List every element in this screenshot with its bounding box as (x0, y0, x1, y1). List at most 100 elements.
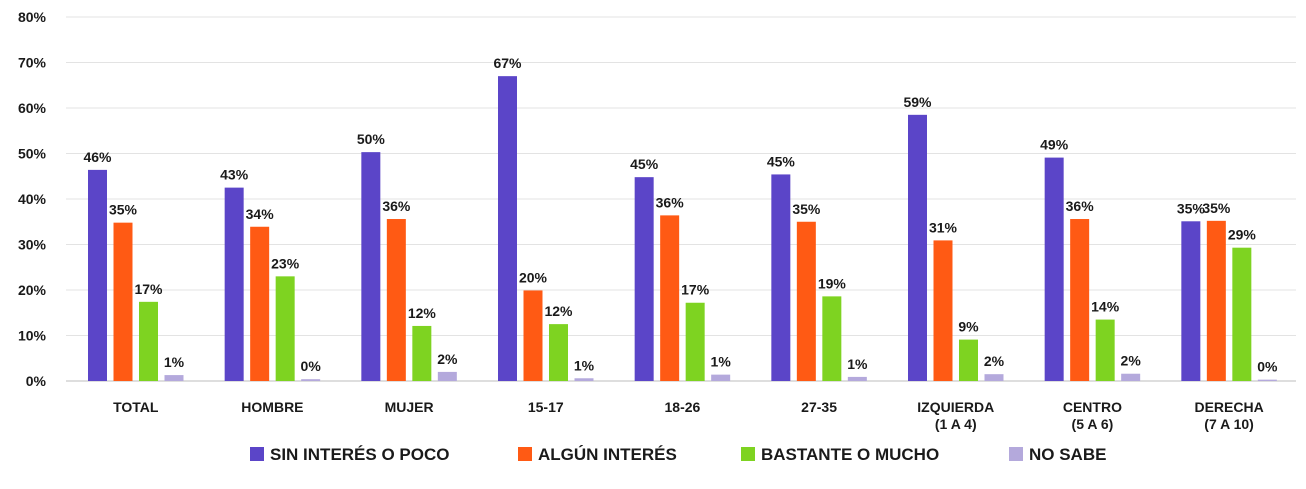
legend: SIN INTERÉS O POCO ALGÚN INTERÉS BASTANTE … (250, 445, 1106, 464)
data-label: 1% (164, 354, 185, 370)
data-label: 50% (357, 131, 386, 147)
data-label: 34% (246, 206, 275, 222)
bar (908, 114, 927, 381)
data-label: 23% (271, 255, 300, 271)
x-tick-label: 15-17 (528, 399, 564, 415)
legend-label: SIN INTERÉS O POCO (270, 445, 449, 464)
bar (1232, 247, 1252, 381)
x-tick-label: TOTAL (113, 399, 159, 415)
legend-swatch (741, 447, 755, 461)
bar (523, 290, 543, 381)
data-label: 1% (711, 354, 732, 370)
bars (88, 76, 1277, 382)
bar (139, 301, 158, 381)
data-label: 29% (1228, 227, 1257, 243)
data-label: 0% (1257, 359, 1278, 375)
data-label: 12% (544, 303, 573, 319)
bar (1095, 319, 1115, 381)
data-label: 31% (929, 219, 958, 235)
bar (685, 302, 705, 381)
bar (164, 375, 184, 381)
bar (386, 219, 406, 381)
x-tick-label: MUJER (385, 399, 434, 415)
bar (1070, 219, 1090, 381)
y-tick-label: 50% (18, 146, 47, 162)
data-label: 12% (408, 305, 437, 321)
data-label: 36% (382, 198, 411, 214)
legend-swatch (250, 447, 264, 461)
x-tick-label: 18-26 (665, 399, 701, 415)
bar (711, 374, 731, 381)
bar (412, 325, 432, 381)
legend-label: ALGÚN INTERÉS (538, 445, 677, 464)
data-label: 14% (1091, 299, 1120, 315)
bar (1257, 379, 1277, 381)
bar (275, 276, 295, 381)
x-axis-ticks: TOTAL HOMBRE MUJER 15-17 18-26 27-35 IZQUIERDA… (113, 399, 1264, 432)
y-tick-label: 0% (26, 373, 47, 389)
bar (88, 169, 107, 381)
data-labels: 46% 43% 50% 67% 45% 45% 59% 49% 35% 35% 34% 36% 20% 3… (83, 55, 1278, 374)
legend-swatch (518, 447, 532, 461)
bar (1121, 373, 1141, 381)
data-label: 46% (83, 149, 112, 165)
data-label: 1% (574, 357, 595, 373)
bar (660, 215, 680, 381)
y-axis-ticks: 0% 10% 20% 30% 40% 50% 60% 70% 80% (18, 9, 47, 389)
bar (634, 177, 654, 381)
data-label: 17% (681, 282, 710, 298)
y-tick-label: 30% (18, 237, 47, 253)
data-label: 45% (630, 156, 659, 172)
x-tick-label: DERECHA (1194, 399, 1263, 415)
y-tick-label: 20% (18, 282, 47, 298)
data-label: 36% (1066, 198, 1095, 214)
x-tick-label: (7 A 10) (1204, 416, 1254, 432)
x-tick-label: CENTRO (1063, 399, 1122, 415)
y-tick-label: 60% (18, 100, 47, 116)
x-tick-label: HOMBRE (241, 399, 303, 415)
bar (549, 324, 568, 381)
data-label: 9% (958, 319, 979, 335)
bar (822, 296, 842, 381)
bar (796, 221, 816, 381)
bar (1181, 221, 1201, 381)
data-label: 35% (1202, 200, 1231, 216)
x-tick-label: 27-35 (801, 399, 837, 415)
data-label: 1% (847, 356, 868, 372)
bar (959, 339, 978, 381)
data-label: 67% (493, 55, 522, 71)
bar (113, 222, 133, 381)
bar (771, 174, 791, 381)
bar (574, 378, 594, 381)
data-label: 17% (134, 281, 163, 297)
bar (250, 226, 270, 381)
data-label: 36% (656, 194, 685, 210)
y-tick-label: 40% (18, 191, 47, 207)
data-label: 2% (1121, 353, 1142, 369)
bar (437, 371, 457, 381)
bar (933, 240, 953, 381)
bar (361, 152, 381, 381)
legend-swatch (1009, 447, 1023, 461)
bar (498, 76, 517, 382)
data-label: 43% (220, 167, 249, 183)
bar (224, 187, 244, 381)
data-label: 2% (437, 351, 458, 367)
legend-label: NO SABE (1029, 445, 1106, 464)
x-tick-label: IZQUIERDA (917, 399, 994, 415)
bar (1044, 157, 1064, 381)
data-label: 2% (984, 353, 1005, 369)
data-label: 59% (903, 94, 932, 110)
data-label: 35% (792, 201, 821, 217)
y-tick-label: 70% (18, 55, 47, 71)
data-label: 49% (1040, 137, 1069, 153)
y-tick-label: 10% (18, 328, 47, 344)
data-label: 19% (818, 275, 847, 291)
bar (984, 374, 1004, 381)
data-label: 20% (519, 269, 548, 285)
data-label: 0% (301, 358, 322, 374)
data-label: 35% (109, 202, 138, 218)
data-label: 45% (767, 153, 796, 169)
bar (1206, 220, 1226, 381)
